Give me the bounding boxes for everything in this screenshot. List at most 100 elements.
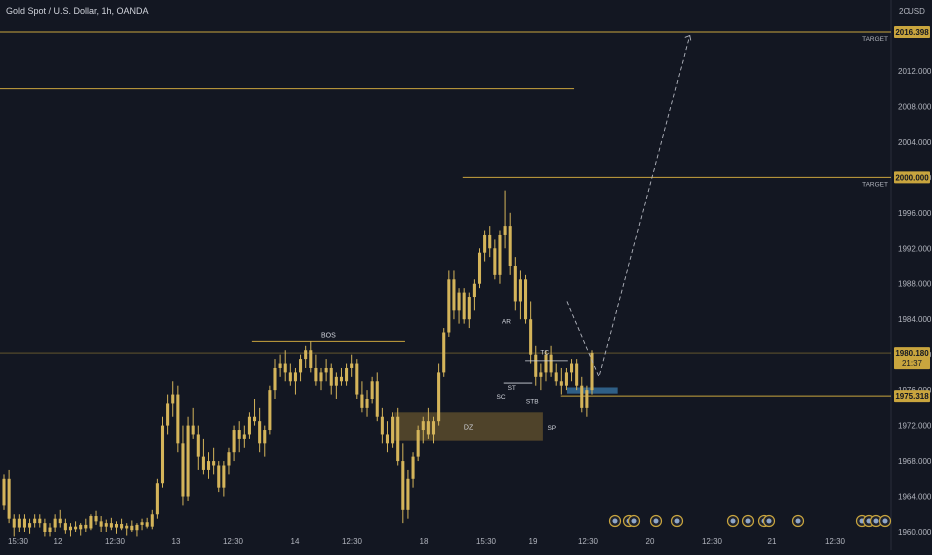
candle-body[interactable] bbox=[263, 430, 267, 444]
candle-body[interactable] bbox=[176, 394, 180, 444]
candle-body[interactable] bbox=[513, 266, 517, 302]
candle-body[interactable] bbox=[304, 350, 308, 360]
candle-body[interactable] bbox=[283, 363, 287, 373]
candle-body[interactable] bbox=[28, 523, 32, 528]
candle-body[interactable] bbox=[385, 434, 390, 444]
candle-body[interactable] bbox=[79, 524, 83, 530]
candle-body[interactable] bbox=[452, 279, 456, 311]
candle-body[interactable] bbox=[534, 354, 538, 377]
candle-body[interactable] bbox=[554, 372, 558, 382]
candle-body[interactable] bbox=[396, 416, 400, 462]
currency-label[interactable]: USD bbox=[908, 7, 925, 16]
candle-body[interactable] bbox=[22, 518, 26, 528]
candle-body[interactable] bbox=[242, 434, 246, 439]
candle-body[interactable] bbox=[544, 354, 548, 373]
candle-body[interactable] bbox=[74, 526, 78, 530]
candle-body[interactable] bbox=[477, 252, 482, 284]
candle-body[interactable] bbox=[447, 279, 451, 333]
candle-body[interactable] bbox=[206, 461, 211, 470]
candle-body[interactable] bbox=[196, 434, 200, 457]
candle-body[interactable] bbox=[130, 525, 134, 531]
candle-body[interactable] bbox=[125, 525, 129, 529]
candle-body[interactable] bbox=[339, 376, 343, 382]
candle-body[interactable] bbox=[114, 524, 119, 528]
candle-body[interactable] bbox=[201, 456, 205, 470]
candle-body[interactable] bbox=[365, 399, 369, 408]
candle-body[interactable] bbox=[437, 372, 441, 422]
candle-body[interactable] bbox=[483, 234, 487, 253]
candle-body[interactable] bbox=[84, 524, 88, 529]
candle-body[interactable] bbox=[150, 514, 154, 527]
candle-body[interactable] bbox=[89, 516, 93, 529]
candle-body[interactable] bbox=[293, 372, 297, 382]
candle-body[interactable] bbox=[140, 522, 144, 525]
candle-body[interactable] bbox=[355, 363, 359, 395]
candle-body[interactable] bbox=[488, 234, 492, 249]
candle-body[interactable] bbox=[273, 367, 277, 391]
candle-body[interactable] bbox=[518, 279, 522, 302]
candle-body[interactable] bbox=[457, 292, 461, 311]
candle-body[interactable] bbox=[104, 523, 108, 527]
candle-body[interactable] bbox=[17, 518, 21, 528]
candle-body[interactable] bbox=[186, 425, 190, 497]
candle-body[interactable] bbox=[38, 518, 42, 524]
candle-body[interactable] bbox=[442, 332, 446, 373]
candle-body[interactable] bbox=[155, 483, 159, 515]
candle-body[interactable] bbox=[258, 421, 262, 444]
candle-body[interactable] bbox=[375, 381, 379, 417]
candle-body[interactable] bbox=[360, 394, 364, 408]
candle-body[interactable] bbox=[299, 359, 303, 373]
candle-body[interactable] bbox=[391, 416, 395, 444]
candle-body[interactable] bbox=[58, 518, 62, 524]
candle-body[interactable] bbox=[48, 527, 52, 532]
candle-body[interactable] bbox=[212, 461, 216, 466]
candle-body[interactable] bbox=[253, 416, 257, 422]
candle-body[interactable] bbox=[217, 465, 221, 488]
candle-body[interactable] bbox=[2, 478, 6, 506]
candle-body[interactable] bbox=[232, 430, 236, 453]
candle-body[interactable] bbox=[472, 283, 476, 298]
candle-body[interactable] bbox=[109, 523, 113, 528]
candle-body[interactable] bbox=[462, 292, 466, 320]
candle-body[interactable] bbox=[63, 523, 67, 531]
candle-body[interactable] bbox=[345, 367, 349, 382]
candle-body[interactable] bbox=[503, 226, 507, 235]
candle-body[interactable] bbox=[498, 234, 502, 275]
candle-body[interactable] bbox=[53, 518, 57, 528]
candle-body[interactable] bbox=[309, 350, 313, 368]
candle-body[interactable] bbox=[145, 522, 149, 527]
candle-body[interactable] bbox=[7, 478, 11, 519]
candle-body[interactable] bbox=[268, 390, 272, 431]
candle-body[interactable] bbox=[135, 524, 139, 531]
candle-body[interactable] bbox=[329, 367, 333, 386]
candle-body[interactable] bbox=[222, 465, 226, 488]
candle-body[interactable] bbox=[334, 376, 338, 386]
candle-body[interactable] bbox=[12, 518, 16, 528]
candle-body[interactable] bbox=[43, 523, 47, 532]
candle-body[interactable] bbox=[411, 456, 415, 479]
candle-body[interactable] bbox=[370, 381, 374, 399]
candle-body[interactable] bbox=[529, 319, 533, 355]
candle-body[interactable] bbox=[426, 421, 430, 435]
candle-body[interactable] bbox=[288, 372, 292, 382]
candle-body[interactable] bbox=[431, 421, 436, 435]
candle-body[interactable] bbox=[559, 381, 563, 386]
candle-body[interactable] bbox=[33, 518, 37, 524]
candle-body[interactable] bbox=[590, 352, 594, 391]
candle-body[interactable] bbox=[406, 478, 410, 510]
candle-body[interactable] bbox=[324, 367, 328, 373]
candle-body[interactable] bbox=[160, 425, 165, 484]
candle-body[interactable] bbox=[99, 521, 103, 527]
candle-body[interactable] bbox=[508, 226, 512, 266]
candle-body[interactable] bbox=[585, 390, 589, 408]
candle-body[interactable] bbox=[237, 430, 241, 439]
candle-body[interactable] bbox=[278, 363, 282, 368]
candle-body[interactable] bbox=[380, 416, 384, 435]
projection-path[interactable] bbox=[566, 35, 691, 379]
candle-body[interactable] bbox=[401, 461, 405, 510]
candle-body[interactable] bbox=[68, 526, 73, 531]
candle-body[interactable] bbox=[416, 430, 420, 457]
candle-body[interactable] bbox=[570, 363, 574, 373]
